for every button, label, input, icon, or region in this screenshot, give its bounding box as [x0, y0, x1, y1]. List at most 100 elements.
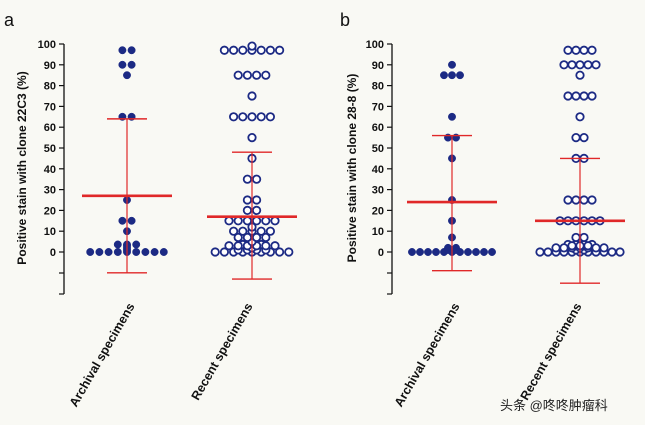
data-point [448, 112, 456, 121]
data-point [247, 41, 257, 51]
y-tick-label: 70 [372, 101, 384, 113]
data-point [242, 232, 252, 243]
data-point [274, 247, 285, 257]
data-point [224, 241, 234, 251]
data-point [242, 70, 252, 80]
data-point [256, 112, 266, 122]
panel-b-y-axis: 0 10 20 30 40 50 60 70 80 90 100 [366, 39, 393, 295]
panel-b-label: b [340, 10, 350, 30]
panel-a-x-category-archival: Archival specimens [67, 300, 138, 409]
data-point [238, 112, 248, 122]
data-point [440, 71, 448, 80]
data-point [252, 216, 262, 226]
data-point [238, 226, 248, 236]
panel-b-x-category-archival: Archival specimens [392, 300, 463, 409]
data-point [132, 240, 141, 249]
data-point [575, 60, 585, 70]
data-point [265, 45, 275, 55]
data-point [448, 60, 456, 69]
panel-a-error-bars [82, 118, 297, 280]
data-point [247, 91, 257, 101]
data-point [247, 112, 257, 122]
data-point [229, 112, 239, 122]
data-point [252, 174, 262, 184]
data-point [132, 248, 141, 256]
panel-a-y-axis-label: Positive stain with clone 22C3 (%) [15, 71, 29, 264]
data-point [563, 45, 573, 55]
data-point [472, 248, 480, 256]
data-point [587, 195, 597, 205]
data-point [551, 243, 561, 253]
y-tick-label: 100 [38, 39, 56, 51]
data-point [242, 205, 252, 215]
y-tick-label: 20 [44, 205, 56, 217]
panel-b-points [408, 45, 625, 257]
y-tick-label: 40 [372, 164, 384, 176]
y-tick-label: 80 [44, 81, 56, 93]
data-point [274, 45, 285, 55]
data-point [583, 60, 593, 70]
y-tick-label: 30 [44, 185, 56, 197]
data-point [424, 248, 432, 256]
data-point [242, 216, 252, 226]
data-point [252, 195, 262, 205]
panel-a-x-category-recent: Recent specimens [189, 300, 256, 402]
data-point [591, 60, 601, 70]
data-point [567, 241, 577, 251]
data-point [256, 226, 266, 236]
data-point [579, 91, 589, 101]
y-tick-label: 60 [372, 122, 384, 134]
y-tick-label: 70 [44, 101, 56, 113]
y-tick-label: 30 [372, 185, 384, 197]
data-point [113, 240, 122, 249]
data-point [571, 195, 581, 205]
data-point [452, 243, 460, 252]
data-point [587, 45, 597, 55]
data-point [270, 241, 280, 251]
data-point [261, 241, 271, 251]
data-point [571, 45, 581, 55]
data-point [575, 112, 585, 122]
data-point [242, 195, 252, 205]
data-point [615, 247, 625, 257]
y-tick-label: 90 [44, 60, 56, 72]
data-point [535, 247, 545, 257]
panel-a: a Positive stain with clone 22C3 (%) 0 10… [4, 10, 297, 409]
data-point [256, 45, 266, 55]
panel-b: b Positive stain with clone 28-8 (%) 0 10… [340, 10, 625, 409]
data-point [123, 71, 131, 80]
data-point [559, 243, 569, 253]
data-point [247, 133, 257, 143]
data-point [261, 216, 271, 226]
data-point [242, 174, 252, 184]
data-point [575, 70, 585, 80]
data-point [118, 216, 127, 225]
data-point [571, 91, 581, 101]
data-point [127, 60, 136, 69]
data-point [233, 232, 243, 243]
y-tick-label: 40 [44, 164, 56, 176]
data-point [86, 248, 95, 256]
data-point [579, 133, 589, 143]
data-point [252, 205, 262, 215]
data-point [261, 232, 271, 243]
data-point [432, 248, 440, 256]
data-point [252, 70, 262, 80]
watermark-text: 头条 @咚咚肿瘤科 [500, 398, 608, 413]
data-point [233, 241, 243, 251]
data-point [113, 248, 122, 256]
data-point [599, 243, 609, 253]
data-point [563, 91, 573, 101]
y-tick-label: 90 [372, 60, 384, 72]
data-point [118, 60, 127, 69]
y-tick-label: 10 [372, 226, 384, 238]
data-point [591, 243, 601, 253]
data-point [543, 247, 553, 257]
data-point [579, 45, 589, 55]
data-point [416, 248, 424, 256]
data-point [488, 248, 496, 256]
y-tick-label: 50 [44, 143, 56, 155]
data-point [563, 195, 573, 205]
data-point [150, 248, 159, 256]
